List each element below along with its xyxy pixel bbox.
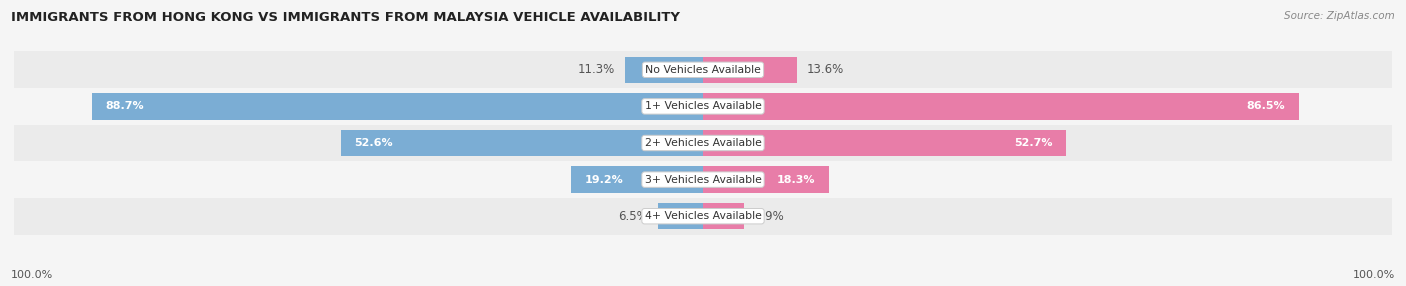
Bar — [14, 198, 1392, 235]
Text: 18.3%: 18.3% — [776, 175, 815, 184]
Bar — [703, 130, 1066, 156]
Bar — [14, 88, 1392, 125]
Bar — [340, 130, 703, 156]
Text: 13.6%: 13.6% — [807, 63, 844, 76]
Text: 5.9%: 5.9% — [754, 210, 783, 223]
Bar — [703, 57, 797, 83]
Text: 52.7%: 52.7% — [1014, 138, 1052, 148]
Text: IMMIGRANTS FROM HONG KONG VS IMMIGRANTS FROM MALAYSIA VEHICLE AVAILABILITY: IMMIGRANTS FROM HONG KONG VS IMMIGRANTS … — [11, 11, 681, 24]
Text: 100.0%: 100.0% — [11, 270, 53, 280]
Text: No Vehicles Available: No Vehicles Available — [645, 65, 761, 75]
Text: 6.5%: 6.5% — [619, 210, 648, 223]
Bar — [14, 161, 1392, 198]
Bar — [658, 203, 703, 229]
Bar — [91, 93, 703, 120]
Bar — [14, 125, 1392, 161]
Bar — [703, 203, 744, 229]
Text: 19.2%: 19.2% — [585, 175, 623, 184]
Text: 1+ Vehicles Available: 1+ Vehicles Available — [644, 102, 762, 111]
Bar — [626, 57, 703, 83]
Text: 52.6%: 52.6% — [354, 138, 394, 148]
Text: 86.5%: 86.5% — [1247, 102, 1285, 111]
Text: Source: ZipAtlas.com: Source: ZipAtlas.com — [1284, 11, 1395, 21]
Bar — [571, 166, 703, 193]
Text: 88.7%: 88.7% — [105, 102, 145, 111]
Text: 4+ Vehicles Available: 4+ Vehicles Available — [644, 211, 762, 221]
Bar — [703, 166, 830, 193]
Text: 11.3%: 11.3% — [578, 63, 614, 76]
Text: 100.0%: 100.0% — [1353, 270, 1395, 280]
Text: 3+ Vehicles Available: 3+ Vehicles Available — [644, 175, 762, 184]
Bar — [14, 51, 1392, 88]
Text: 2+ Vehicles Available: 2+ Vehicles Available — [644, 138, 762, 148]
Bar — [703, 93, 1299, 120]
